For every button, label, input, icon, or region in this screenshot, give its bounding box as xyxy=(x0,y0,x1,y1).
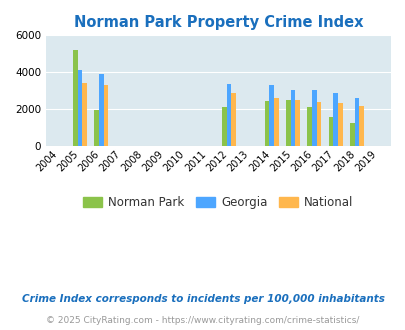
Bar xyxy=(99,74,103,146)
Bar xyxy=(73,50,77,146)
Text: Crime Index corresponds to incidents per 100,000 inhabitants: Crime Index corresponds to incidents per… xyxy=(21,294,384,304)
Bar xyxy=(82,83,87,146)
Bar xyxy=(290,90,295,146)
Bar xyxy=(328,117,333,146)
Bar xyxy=(349,123,354,146)
Bar xyxy=(231,92,236,146)
Bar xyxy=(103,85,108,146)
Bar xyxy=(354,98,358,146)
Title: Norman Park Property Crime Index: Norman Park Property Crime Index xyxy=(74,15,362,30)
Bar xyxy=(285,100,290,146)
Bar xyxy=(94,110,99,146)
Bar xyxy=(77,70,82,146)
Text: © 2025 CityRating.com - https://www.cityrating.com/crime-statistics/: © 2025 CityRating.com - https://www.city… xyxy=(46,316,359,325)
Bar xyxy=(226,83,231,146)
Bar xyxy=(311,90,316,146)
Bar xyxy=(273,98,278,146)
Bar xyxy=(295,100,299,146)
Bar xyxy=(269,85,273,146)
Bar xyxy=(307,108,311,146)
Bar xyxy=(337,103,342,146)
Bar xyxy=(222,107,226,146)
Legend: Norman Park, Georgia, National: Norman Park, Georgia, National xyxy=(79,191,357,214)
Bar xyxy=(316,102,321,146)
Bar xyxy=(333,93,337,146)
Bar xyxy=(358,106,363,146)
Bar xyxy=(264,101,269,146)
